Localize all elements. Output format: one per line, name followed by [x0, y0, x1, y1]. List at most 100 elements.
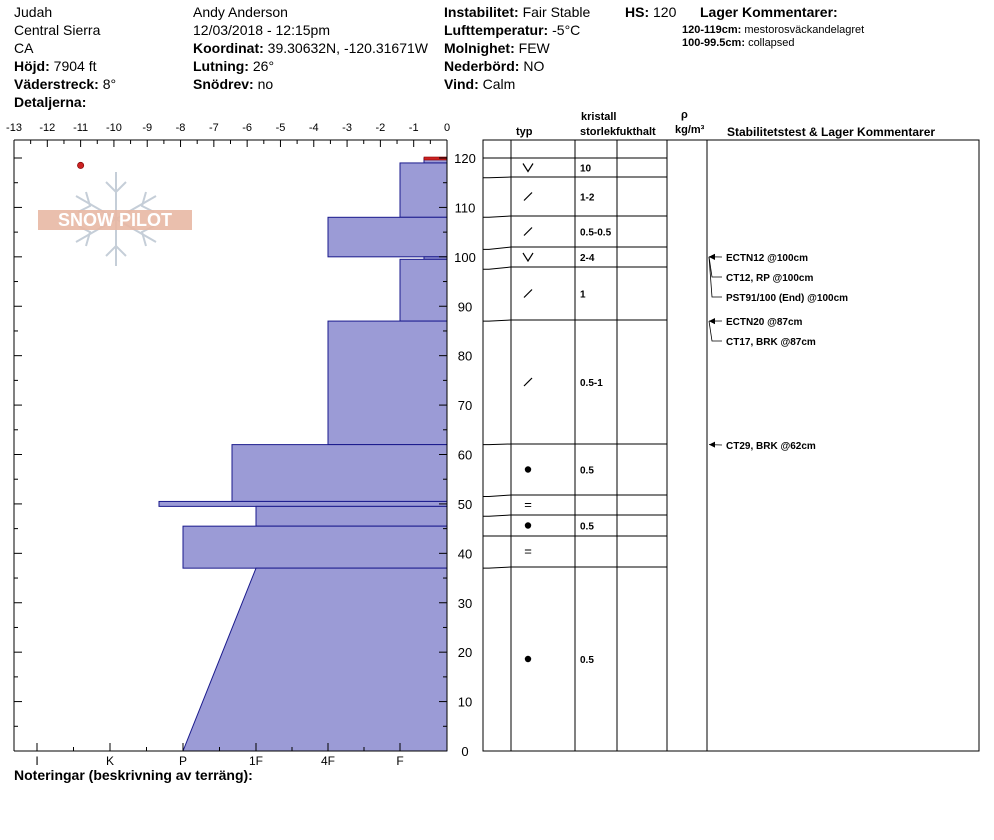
airtemp-label: Lufttemperatur: [444, 22, 549, 38]
instability-label: Instabilitet: [444, 4, 519, 20]
temp-tick-label: -2 [375, 122, 385, 134]
stability-test-arrow [708, 256, 722, 298]
depth-tick-label: 20 [458, 645, 472, 660]
drift-value: no [257, 76, 274, 92]
layer-comment-text: collapsed [748, 37, 795, 49]
hardness-tick-label: 4F [321, 754, 335, 768]
elevation-row: Höjd: 7904 ft [14, 58, 96, 74]
hardness-layer-bar [182, 567, 448, 752]
slope-label: Lutning: [193, 58, 249, 74]
stability-test-label: ECTN20 @87cm [726, 317, 803, 328]
stability-arrow-head [709, 441, 715, 448]
grain-size-label: 0.5-1 [580, 378, 603, 389]
precip-label: Nederbörd: [444, 58, 520, 74]
depth-tick-label: 80 [458, 349, 472, 364]
stability-test-label: CT17, BRK @87cm [726, 337, 816, 348]
depth-hoar-symbol [522, 163, 534, 173]
details-label: Detaljerna: [14, 94, 87, 110]
temp-tick-label: -6 [242, 122, 252, 134]
depth-tick-label: 10 [458, 695, 472, 710]
instability-row: Instabilitet: Fair Stable [444, 4, 590, 20]
notes-label: Noteringar (beskrivning av terräng): [14, 767, 253, 783]
coordinate-row: Koordinat: 39.30632N, -120.31671W [193, 40, 428, 56]
depth-tick-label: 50 [458, 497, 472, 512]
slope-row: Lutning: 26° [193, 58, 274, 74]
rounded-grain-symbol [524, 466, 532, 473]
stability-test-label: ECTN12 @100cm [726, 253, 808, 264]
aspect-label: Väderstreck: [14, 76, 99, 92]
observer-name: Andy Anderson [193, 4, 288, 20]
stability-test-arrow [708, 321, 722, 342]
layer-connector [483, 215, 512, 218]
depth-tick-label: 110 [455, 200, 476, 215]
temp-tick-label: -3 [342, 122, 352, 134]
grain-size-label: 0.5 [580, 655, 594, 666]
precip-value: NO [523, 58, 545, 74]
instability-value: Fair Stable [522, 4, 591, 20]
temp-tick-label: -10 [106, 122, 122, 134]
hs-row: HS: 120 [625, 4, 676, 20]
depth-tick-label: 0 [461, 744, 468, 759]
layer-connector [483, 176, 512, 179]
layer-comment-range: 100-99.5cm: [682, 37, 745, 49]
grain-size-label: 1-2 [580, 193, 595, 204]
wind-row: Vind: Calm [444, 76, 515, 92]
hardness-tick-label: F [396, 754, 403, 768]
layer-connector [483, 514, 512, 517]
aspect-value: 8° [102, 76, 117, 92]
grain-size-label: 2-4 [580, 253, 595, 264]
size-header: storlek [580, 126, 617, 138]
wind-value: Calm [482, 76, 516, 92]
layer-connector [483, 246, 512, 250]
hardness-layer-bar [231, 444, 448, 502]
hardness-layer-bar [399, 162, 448, 218]
depth-hoar-symbol [522, 252, 534, 263]
stability-test-label: CT29, BRK @62cm [726, 441, 816, 452]
temp-tick-label: -11 [73, 122, 88, 134]
layer-table-border [482, 139, 980, 752]
layer-connector [483, 443, 512, 446]
hardness-tick-label: 1F [249, 754, 263, 768]
stability-test-label: PST91/100 (End) @100cm [726, 293, 848, 304]
precip-row: Nederbörd: NO [444, 58, 544, 74]
region-name: Central Sierra [14, 22, 101, 38]
rounded-grain-symbol [524, 522, 532, 529]
airtemp-row: Lufttemperatur: -5°C [444, 22, 580, 38]
coordinate-value: 39.30632N, -120.31671W [267, 40, 428, 56]
temp-tick-label: -9 [142, 122, 152, 134]
hardness-layer-bar [158, 500, 448, 507]
state-name: CA [14, 40, 34, 56]
rounded-grain-symbol [524, 655, 532, 663]
hardness-tick-label: I [35, 754, 38, 768]
hardness-layer-bar [399, 258, 448, 322]
stability-arrow-head [709, 253, 715, 260]
stability-test-arrow [708, 256, 722, 278]
airtemp-value: -5°C [552, 22, 581, 38]
layer-comments-title: Lager Kommentarer: [700, 4, 838, 20]
elevation-value: 7904 ft [53, 58, 97, 74]
layer-comment: 100-99.5cm: collapsed [682, 37, 795, 50]
temp-tick-label: -13 [6, 122, 22, 134]
snowpilot-logo: SNOW PILOT [38, 172, 192, 266]
depth-tick-label: 30 [458, 596, 472, 611]
depth-tick-label: 60 [458, 448, 472, 463]
layer-connector [483, 266, 512, 270]
hardness-tick-label: K [106, 754, 114, 768]
stability-arrow-head [709, 318, 715, 325]
layer-connector [483, 319, 512, 322]
depth-tick-label: 70 [458, 398, 472, 413]
temp-tick-label: -12 [39, 122, 55, 134]
faceted-symbol [523, 192, 533, 201]
hardness-layer-bar [327, 216, 448, 258]
temp-tick-label: -4 [309, 122, 319, 134]
density-unit-header: kg/m³ [675, 124, 705, 136]
observation-datetime: 12/03/2018 - 12:15pm [193, 22, 330, 38]
cloud-label: Molnighet: [444, 40, 515, 56]
temp-tick-label: -5 [276, 122, 286, 134]
slope-value: 26° [252, 58, 275, 74]
faceted-symbol [523, 227, 533, 236]
grain-size-label: 0.5 [580, 466, 594, 477]
rho-header: ρ [681, 109, 688, 121]
hs-value: 120 [653, 4, 677, 20]
cloud-value: FEW [518, 40, 550, 56]
